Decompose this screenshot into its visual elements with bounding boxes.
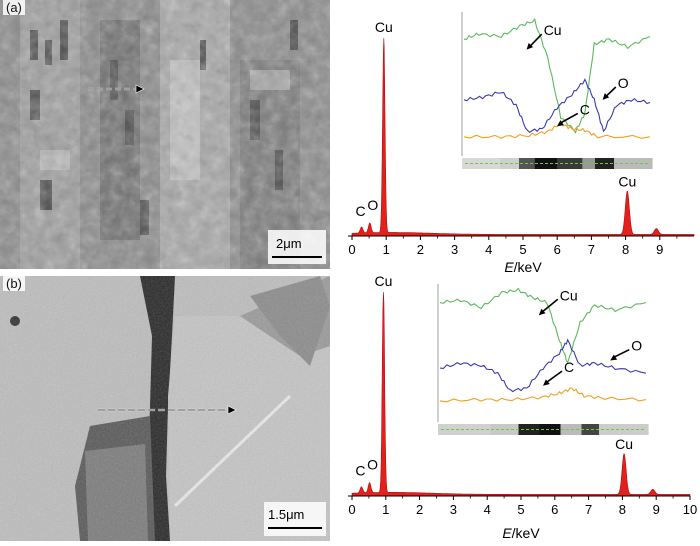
x-tick-label-9: 9 (656, 242, 663, 257)
x-tick-label-1: 1 (383, 242, 390, 257)
x-tick-label-7: 7 (585, 502, 592, 517)
x-tick-label-8: 8 (622, 242, 629, 257)
x-tick-label-6: 6 (554, 242, 561, 257)
x-tick-label-2: 2 (417, 242, 424, 257)
x-tick-label-8: 8 (619, 502, 626, 517)
peak-label-cu-3: Cu (618, 173, 636, 189)
scale-bar-a (272, 256, 322, 258)
x-axis-label: E/keV (504, 259, 542, 275)
inset-label-c: C (564, 359, 574, 375)
inset-background (438, 284, 648, 436)
x-tick-label-0: 0 (348, 242, 355, 257)
scale-bar-label-a: 2μm (276, 236, 302, 251)
x-tick-label-10: 10 (683, 502, 697, 517)
peak-label-cu-0: Cu (374, 276, 392, 289)
peak-label-c-1: C (355, 463, 365, 479)
x-axis-label: E/keV (502, 525, 540, 541)
peak-label-cu-0: Cu (375, 19, 393, 35)
x-tick-label-3: 3 (451, 242, 458, 257)
line-scan-inset: Cu O C (462, 12, 653, 170)
sem-image-b: (b) 1.5μm (0, 276, 330, 541)
x-tick-label-4: 4 (484, 502, 491, 517)
x-tick-label-3: 3 (450, 502, 457, 517)
scale-bar-b (268, 527, 322, 529)
inset-label-cu: Cu (544, 22, 562, 38)
line-scan-inset: Cu O C (438, 284, 649, 436)
inset-image-strip (438, 424, 649, 435)
strip-cell (645, 424, 649, 435)
x-tick-label-4: 4 (485, 242, 492, 257)
inset-label-o: O (631, 338, 642, 354)
peak-label-o-2: O (367, 457, 378, 473)
inset-label-c: C (580, 101, 590, 117)
peak-label-o-2: O (367, 197, 378, 213)
peak-label-c-1: C (356, 203, 366, 219)
x-tick-label-5: 5 (517, 502, 524, 517)
sem-micrograph-a (0, 0, 330, 269)
x-tick-label-7: 7 (588, 242, 595, 257)
x-tick-label-6: 6 (551, 502, 558, 517)
peak-label-cu-3: Cu (615, 436, 633, 452)
inset-label-o: O (618, 75, 629, 91)
inset-image-strip (462, 158, 653, 169)
strip-cell (649, 158, 653, 169)
scale-bar-label-b: 1.5μm (268, 507, 304, 522)
x-tick-label-1: 1 (382, 502, 389, 517)
panel-label-a: (a) (3, 0, 25, 15)
x-tick-label-9: 9 (653, 502, 660, 517)
inset-label-cu: Cu (560, 287, 578, 303)
x-tick-label-0: 0 (348, 502, 355, 517)
panel-label-b: (b) (3, 276, 25, 291)
x-tick-label-5: 5 (519, 242, 526, 257)
sem-micrograph-b (0, 276, 330, 541)
x-tick-label-2: 2 (416, 502, 423, 517)
sem-image-a: (a) 2μm (0, 0, 330, 269)
